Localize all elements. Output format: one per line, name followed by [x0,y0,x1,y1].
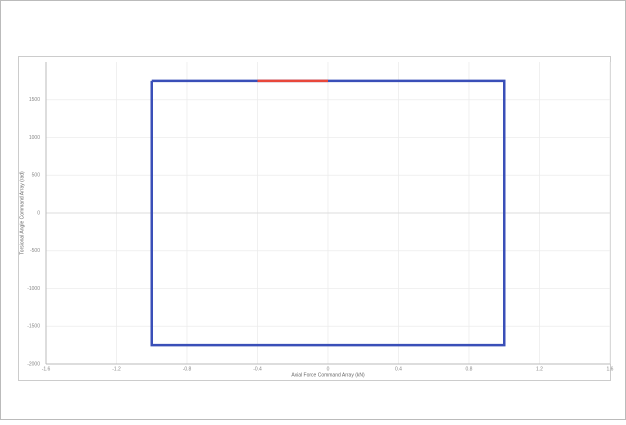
y-tick-label: 1500 [29,97,40,103]
y-tick-label: -2000 [27,361,40,367]
series-line [150,79,506,347]
x-tick-label: 1.2 [536,366,543,372]
y-tick-label: -1000 [27,286,40,292]
y-tick-label: 0 [37,210,40,216]
chart-panel [18,56,611,381]
x-axis-title: Axial Force Command Array (kN) [291,372,365,378]
y-tick-label: 1000 [29,135,40,141]
x-tick-label: 0 [327,366,330,372]
y-tick-label: -1500 [27,324,40,330]
x-tick-label: -1.6 [42,366,51,372]
y-axis-title: Torsional Angle Command Array (rad) [19,171,25,255]
x-tick-label: 1.6 [607,366,614,372]
x-tick-label: 0.8 [466,366,473,372]
x-tick-label: 0.4 [395,366,402,372]
y-tick-label: 500 [32,173,41,179]
x-tick-label: -0.8 [183,366,192,372]
y-tick-label: -500 [30,248,40,254]
x-tick-label: -1.2 [112,366,121,372]
x-tick-label: -0.4 [253,366,262,372]
